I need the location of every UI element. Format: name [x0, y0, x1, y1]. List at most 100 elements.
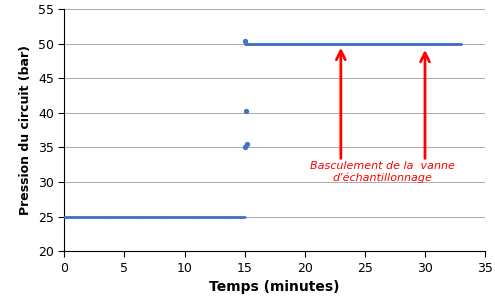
Point	[278, 41, 286, 46]
Point	[362, 41, 370, 46]
Point	[342, 41, 349, 46]
Point	[201, 214, 209, 219]
Point	[285, 41, 293, 46]
Point	[202, 214, 210, 219]
Point	[170, 214, 178, 219]
Point	[129, 214, 137, 219]
Point	[190, 214, 198, 219]
Point	[283, 41, 291, 46]
Point	[418, 41, 426, 46]
Point	[257, 41, 265, 46]
Point	[412, 41, 420, 46]
Point	[344, 41, 352, 46]
Point	[453, 41, 461, 46]
Point	[73, 214, 81, 219]
Point	[335, 41, 343, 46]
Point	[333, 41, 341, 46]
Point	[198, 214, 206, 219]
Point	[438, 41, 446, 46]
Point	[149, 214, 157, 219]
Point	[428, 41, 436, 46]
Point	[357, 41, 365, 46]
Point	[281, 41, 289, 46]
Point	[282, 41, 290, 46]
Point	[219, 214, 227, 219]
Point	[331, 41, 339, 46]
Point	[98, 214, 106, 219]
Point	[174, 214, 182, 219]
Point	[306, 41, 314, 46]
Point	[291, 41, 299, 46]
Point	[423, 41, 431, 46]
Point	[395, 41, 403, 46]
Point	[223, 214, 231, 219]
Point	[415, 41, 423, 46]
Point	[145, 214, 153, 219]
Point	[200, 214, 208, 219]
Point	[292, 41, 300, 46]
Point	[176, 214, 184, 219]
Point	[329, 41, 337, 46]
Point	[100, 214, 108, 219]
Point	[155, 214, 163, 219]
Point	[355, 41, 363, 46]
Point	[413, 41, 421, 46]
Point	[214, 214, 222, 219]
Point	[434, 41, 442, 46]
Point	[241, 39, 248, 44]
Point	[407, 41, 415, 46]
Point	[440, 41, 447, 46]
Point	[238, 214, 246, 219]
Point	[163, 214, 171, 219]
Point	[422, 41, 430, 46]
Point	[445, 41, 453, 46]
Point	[374, 41, 382, 46]
Point	[343, 41, 351, 46]
Point	[387, 41, 395, 46]
Point	[441, 41, 449, 46]
Point	[401, 41, 409, 46]
Point	[265, 41, 273, 46]
Point	[115, 214, 123, 219]
Point	[177, 214, 185, 219]
Point	[258, 41, 266, 46]
Point	[383, 41, 391, 46]
Point	[405, 41, 413, 46]
Point	[368, 41, 376, 46]
Point	[237, 214, 245, 219]
Point	[307, 41, 315, 46]
Point	[430, 41, 438, 46]
Point	[147, 214, 155, 219]
Point	[456, 41, 464, 46]
Point	[447, 41, 455, 46]
Point	[312, 41, 320, 46]
Point	[404, 41, 412, 46]
Point	[175, 214, 183, 219]
Point	[128, 214, 136, 219]
Point	[314, 41, 322, 46]
Point	[244, 41, 252, 46]
Point	[344, 41, 351, 46]
Point	[348, 41, 356, 46]
Point	[404, 41, 412, 46]
Point	[377, 41, 385, 46]
Point	[397, 41, 405, 46]
Point	[160, 214, 168, 219]
Point	[66, 214, 74, 219]
Point	[380, 41, 388, 46]
Point	[379, 41, 387, 46]
Point	[61, 214, 69, 219]
Point	[364, 41, 372, 46]
Point	[295, 41, 302, 46]
Point	[247, 41, 254, 46]
Point	[174, 214, 182, 219]
Point	[258, 41, 266, 46]
Point	[229, 214, 237, 219]
Point	[328, 41, 336, 46]
Point	[288, 41, 296, 46]
Point	[355, 41, 363, 46]
Point	[199, 214, 207, 219]
Point	[411, 41, 419, 46]
Point	[123, 214, 131, 219]
Point	[351, 41, 359, 46]
